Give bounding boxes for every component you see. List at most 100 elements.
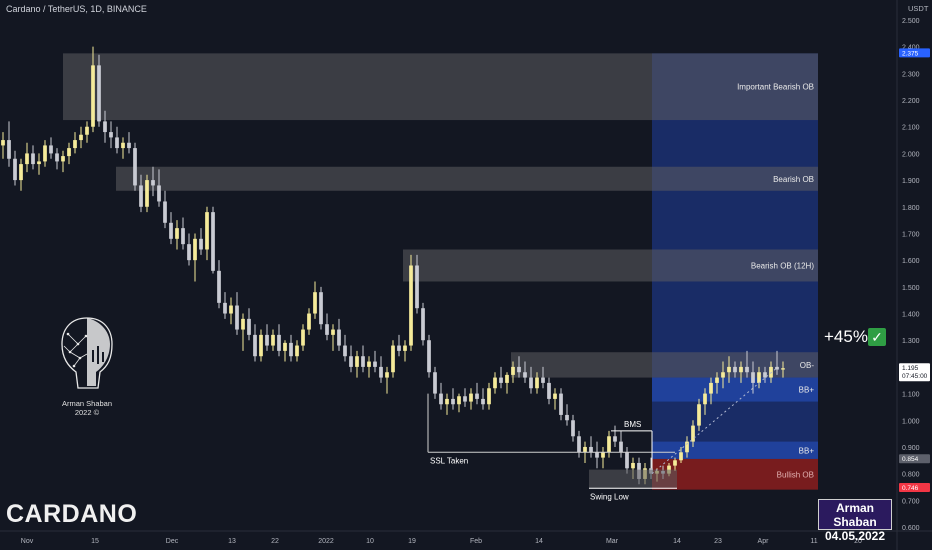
candle-body	[97, 65, 101, 122]
candle-body	[109, 132, 113, 138]
zone-label: Bullish OB	[777, 470, 814, 479]
candle-body	[439, 393, 443, 405]
candle-body	[325, 324, 329, 335]
candle-body	[361, 356, 365, 367]
candle-body	[523, 372, 527, 378]
candle-body	[79, 134, 83, 141]
candle-body	[415, 265, 419, 309]
candle-body	[673, 460, 677, 466]
candle-body	[739, 366, 743, 373]
candle-body	[571, 420, 575, 437]
candle-body	[19, 164, 23, 181]
candle-body	[271, 334, 275, 346]
signature-box: Arman Shaban 04.05.2022	[818, 499, 892, 543]
y-axis-unit: USDT	[908, 4, 929, 13]
candle-body	[163, 201, 167, 223]
y-tick-label: 2.200	[902, 98, 920, 105]
ssl-label: SSL Taken	[430, 456, 468, 465]
swing-low-label: Swing Low	[590, 492, 629, 501]
candle-body	[121, 142, 125, 149]
candle-body	[181, 228, 185, 245]
candle-body	[745, 366, 749, 373]
candle-body	[577, 436, 581, 453]
zone-label: BB+	[799, 446, 815, 455]
candle-body	[277, 334, 281, 351]
bms-label: BMS	[624, 420, 641, 429]
candle-body	[67, 148, 71, 157]
x-tick-label: 15	[91, 538, 99, 545]
candle-body	[433, 372, 437, 394]
candle-body	[25, 153, 29, 165]
price-tag-bg	[899, 363, 930, 382]
candle-body	[697, 404, 701, 426]
x-tick-label: Apr	[758, 538, 770, 545]
candle-body	[85, 126, 89, 135]
y-tick-label: 0.900	[902, 445, 920, 452]
candle-body	[781, 368, 785, 370]
y-tick-label: 1.700	[902, 231, 920, 238]
check-mark-icon: ✓	[868, 328, 886, 346]
candle-body	[487, 388, 491, 405]
candle-body	[763, 372, 767, 378]
candle-body	[253, 334, 257, 357]
candle-body	[151, 180, 155, 186]
y-tick-label: 2.300	[902, 71, 920, 78]
candle-body	[43, 145, 47, 162]
candle-body	[481, 398, 485, 405]
zone-1	[116, 166, 818, 191]
y-tick-label: 1.600	[902, 258, 920, 265]
price-tag-sublabel: 07:45:00	[902, 373, 928, 380]
candle-body	[193, 238, 197, 261]
candle-body	[535, 377, 539, 389]
candle-body	[367, 361, 371, 367]
candle-body	[319, 292, 323, 325]
candle-body	[691, 425, 695, 442]
x-tick-label: 19	[408, 538, 416, 545]
candle-body	[727, 366, 731, 373]
y-tick-label: 1.000	[902, 418, 920, 425]
candle-body	[631, 462, 635, 469]
zone-0	[63, 53, 818, 121]
candle-body	[13, 158, 17, 181]
price-tag-bg	[899, 483, 930, 493]
candle-body	[229, 305, 233, 314]
candle-body	[613, 436, 617, 442]
candle-body	[775, 366, 779, 370]
gain-label: +45%	[824, 327, 868, 346]
signature-date: 04.05.2022	[824, 529, 886, 543]
x-tick-label: 10	[366, 538, 374, 545]
zone-label: BB+	[799, 386, 815, 395]
x-tick-label: 14	[673, 538, 681, 545]
candle-body	[187, 244, 191, 261]
y-tick-label: 1.500	[902, 285, 920, 292]
y-tick-label: 1.800	[902, 205, 920, 212]
price-tag-label: 0.746	[902, 485, 919, 492]
candle-body	[295, 345, 299, 357]
candle-body	[511, 366, 515, 375]
candle-body	[499, 377, 503, 383]
candle-body	[679, 452, 683, 461]
zone-label: Bearish OB	[773, 175, 814, 184]
candle-body	[337, 329, 341, 346]
candle-body	[493, 377, 497, 389]
candle-body	[607, 436, 611, 453]
candle-body	[115, 137, 119, 149]
candle-body	[589, 446, 593, 453]
candle-body	[289, 342, 293, 357]
candle-body	[553, 393, 557, 399]
x-tick-label: 23	[714, 538, 722, 545]
candle-body	[247, 318, 251, 335]
y-tick-label: 1.900	[902, 178, 920, 185]
y-tick-label: 1.100	[902, 392, 920, 399]
candle-body	[259, 334, 263, 357]
swing-low-box	[589, 469, 677, 489]
candle-body	[313, 292, 317, 314]
candle-body	[241, 318, 245, 330]
y-tick-label: 2.500	[902, 18, 920, 25]
candle-body	[505, 374, 509, 383]
candle-body	[721, 372, 725, 378]
candle-body	[373, 361, 377, 367]
candle-body	[157, 185, 161, 202]
candle-body	[49, 145, 53, 154]
